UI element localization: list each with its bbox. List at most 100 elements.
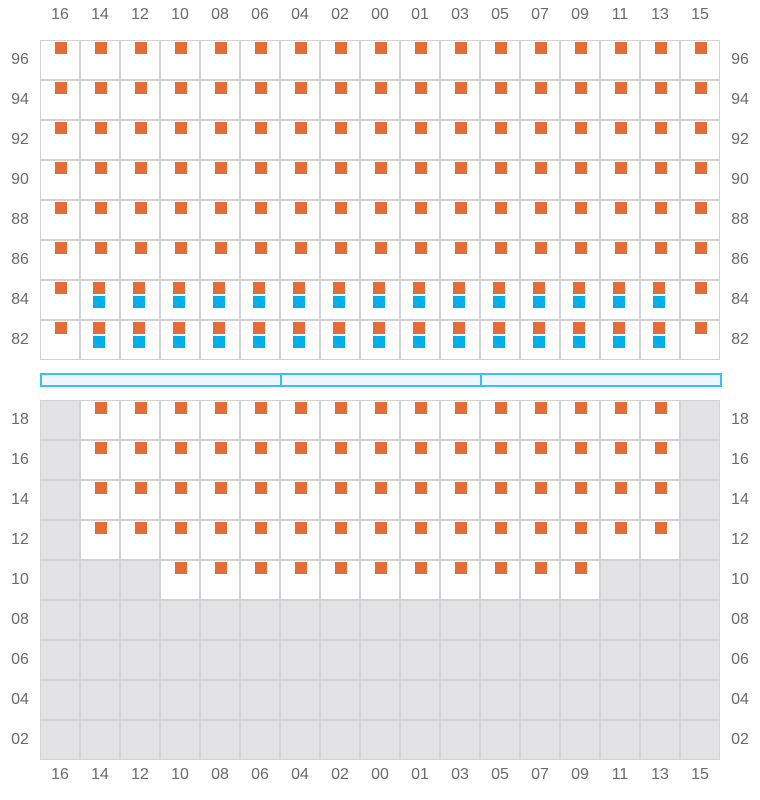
orange-marker[interactable] bbox=[695, 322, 707, 334]
orange-marker[interactable] bbox=[535, 562, 547, 574]
orange-marker[interactable] bbox=[295, 122, 307, 134]
blue-marker[interactable] bbox=[373, 336, 385, 348]
orange-marker[interactable] bbox=[135, 82, 147, 94]
orange-marker[interactable] bbox=[255, 442, 267, 454]
divider-segment[interactable] bbox=[480, 373, 722, 387]
orange-marker[interactable] bbox=[175, 122, 187, 134]
orange-marker[interactable] bbox=[95, 242, 107, 254]
orange-marker[interactable] bbox=[535, 242, 547, 254]
orange-marker[interactable] bbox=[295, 522, 307, 534]
orange-marker[interactable] bbox=[93, 282, 105, 294]
orange-marker[interactable] bbox=[135, 442, 147, 454]
blue-marker[interactable] bbox=[173, 336, 185, 348]
orange-marker[interactable] bbox=[335, 202, 347, 214]
orange-marker[interactable] bbox=[255, 42, 267, 54]
blue-marker[interactable] bbox=[173, 296, 185, 308]
orange-marker[interactable] bbox=[55, 202, 67, 214]
orange-marker[interactable] bbox=[173, 282, 185, 294]
blue-marker[interactable] bbox=[133, 336, 145, 348]
orange-marker[interactable] bbox=[615, 242, 627, 254]
orange-marker[interactable] bbox=[335, 122, 347, 134]
orange-marker[interactable] bbox=[215, 122, 227, 134]
orange-marker[interactable] bbox=[375, 82, 387, 94]
orange-marker[interactable] bbox=[215, 442, 227, 454]
blue-marker[interactable] bbox=[333, 336, 345, 348]
orange-marker[interactable] bbox=[575, 202, 587, 214]
orange-marker[interactable] bbox=[373, 282, 385, 294]
orange-marker[interactable] bbox=[255, 242, 267, 254]
orange-marker[interactable] bbox=[95, 442, 107, 454]
grid-cell[interactable] bbox=[280, 240, 320, 280]
orange-marker[interactable] bbox=[375, 482, 387, 494]
blue-marker[interactable] bbox=[613, 336, 625, 348]
orange-marker[interactable] bbox=[575, 442, 587, 454]
orange-marker[interactable] bbox=[375, 242, 387, 254]
orange-marker[interactable] bbox=[535, 482, 547, 494]
orange-marker[interactable] bbox=[695, 242, 707, 254]
orange-marker[interactable] bbox=[55, 82, 67, 94]
orange-marker[interactable] bbox=[255, 162, 267, 174]
grid-cell[interactable] bbox=[200, 40, 240, 80]
orange-marker[interactable] bbox=[175, 402, 187, 414]
orange-marker[interactable] bbox=[655, 202, 667, 214]
orange-marker[interactable] bbox=[335, 442, 347, 454]
orange-marker[interactable] bbox=[215, 162, 227, 174]
orange-marker[interactable] bbox=[255, 402, 267, 414]
orange-marker[interactable] bbox=[535, 402, 547, 414]
orange-marker[interactable] bbox=[213, 282, 225, 294]
orange-marker[interactable] bbox=[575, 122, 587, 134]
orange-marker[interactable] bbox=[455, 82, 467, 94]
orange-marker[interactable] bbox=[175, 562, 187, 574]
orange-marker[interactable] bbox=[695, 162, 707, 174]
orange-marker[interactable] bbox=[535, 42, 547, 54]
orange-marker[interactable] bbox=[495, 242, 507, 254]
orange-marker[interactable] bbox=[55, 322, 67, 334]
orange-marker[interactable] bbox=[175, 162, 187, 174]
orange-marker[interactable] bbox=[613, 282, 625, 294]
blue-marker[interactable] bbox=[653, 336, 665, 348]
grid-cell[interactable] bbox=[240, 440, 280, 480]
orange-marker[interactable] bbox=[135, 242, 147, 254]
orange-marker[interactable] bbox=[175, 42, 187, 54]
orange-marker[interactable] bbox=[455, 202, 467, 214]
orange-marker[interactable] bbox=[135, 482, 147, 494]
orange-marker[interactable] bbox=[573, 322, 585, 334]
orange-marker[interactable] bbox=[333, 322, 345, 334]
orange-marker[interactable] bbox=[95, 42, 107, 54]
orange-marker[interactable] bbox=[695, 202, 707, 214]
orange-marker[interactable] bbox=[255, 202, 267, 214]
orange-marker[interactable] bbox=[373, 322, 385, 334]
orange-marker[interactable] bbox=[615, 122, 627, 134]
orange-marker[interactable] bbox=[333, 282, 345, 294]
orange-marker[interactable] bbox=[575, 522, 587, 534]
orange-marker[interactable] bbox=[415, 402, 427, 414]
orange-marker[interactable] bbox=[255, 482, 267, 494]
orange-marker[interactable] bbox=[535, 202, 547, 214]
orange-marker[interactable] bbox=[615, 402, 627, 414]
orange-marker[interactable] bbox=[615, 82, 627, 94]
orange-marker[interactable] bbox=[295, 482, 307, 494]
orange-marker[interactable] bbox=[455, 522, 467, 534]
orange-marker[interactable] bbox=[375, 562, 387, 574]
orange-marker[interactable] bbox=[495, 42, 507, 54]
orange-marker[interactable] bbox=[173, 322, 185, 334]
blue-marker[interactable] bbox=[533, 296, 545, 308]
orange-marker[interactable] bbox=[255, 522, 267, 534]
orange-marker[interactable] bbox=[533, 282, 545, 294]
orange-marker[interactable] bbox=[335, 242, 347, 254]
orange-marker[interactable] bbox=[215, 42, 227, 54]
grid-cell[interactable] bbox=[80, 400, 120, 440]
orange-marker[interactable] bbox=[455, 402, 467, 414]
blue-marker[interactable] bbox=[133, 296, 145, 308]
orange-marker[interactable] bbox=[295, 82, 307, 94]
orange-marker[interactable] bbox=[535, 82, 547, 94]
orange-marker[interactable] bbox=[575, 482, 587, 494]
orange-marker[interactable] bbox=[255, 82, 267, 94]
blue-marker[interactable] bbox=[453, 296, 465, 308]
grid-cell[interactable] bbox=[240, 200, 280, 240]
orange-marker[interactable] bbox=[455, 122, 467, 134]
orange-marker[interactable] bbox=[335, 562, 347, 574]
blue-marker[interactable] bbox=[253, 296, 265, 308]
orange-marker[interactable] bbox=[95, 482, 107, 494]
orange-marker[interactable] bbox=[655, 42, 667, 54]
